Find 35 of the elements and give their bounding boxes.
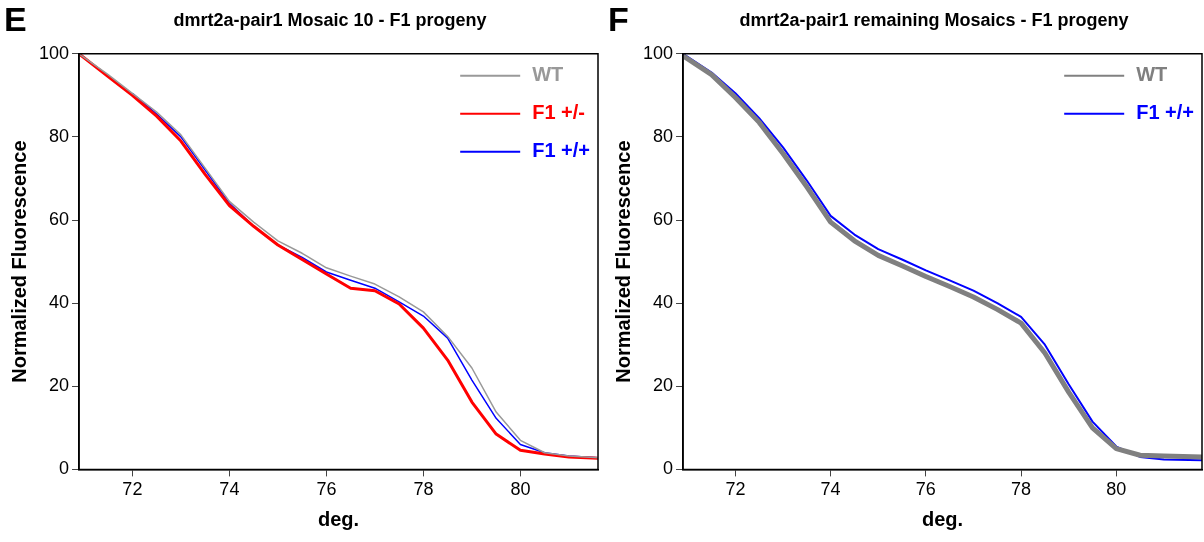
chart-title: dmrt2a-pair1 remaining Mosaics - F1 progeny [738,10,1130,31]
y-tick-label: 80 [653,125,674,146]
x-axis-title: deg. [921,507,964,530]
chart-title: dmrt2a-pair1 Mosaic 10 - F1 progeny [172,10,488,31]
x-tick-label: 74 [820,479,841,500]
legend-label: WT [1136,63,1168,86]
y-tick-label: 100 [642,42,674,63]
x-tick-label: 80 [510,479,531,500]
x-tick-label: 72 [122,479,143,500]
x-tick-label: 74 [219,479,240,500]
x-tick-label: 76 [316,479,337,500]
y-tick-label: 0 [59,458,70,479]
x-tick-label: 78 [413,479,434,500]
x-tick-label: 72 [725,479,746,500]
y-tick-label: 40 [653,292,674,313]
y-tick-label: 0 [663,458,674,479]
legend-label: F1 +/+ [1136,101,1194,124]
x-tick-label: 76 [915,479,936,500]
legend-label: F1 +/- [532,101,585,124]
y-tick-label: 60 [49,209,70,230]
y-axis-title: Normalized Fluorescence [7,140,30,383]
legend-label: WT [532,63,564,86]
text: E [4,0,27,38]
y-tick-label: 80 [49,125,70,146]
y-tick-label: 40 [49,292,70,313]
text: F [608,0,629,38]
y-tick-label: 20 [653,375,674,396]
y-tick-label: 20 [49,375,70,396]
legend-label: F1 +/+ [532,139,590,162]
y-tick-label: 100 [38,42,70,63]
x-tick-label: 78 [1011,479,1032,500]
y-tick-label: 60 [653,209,674,230]
y-axis-title: Normalized Fluorescence [611,140,634,383]
x-tick-label: 80 [1106,479,1127,500]
x-axis-title: deg. [317,507,360,530]
